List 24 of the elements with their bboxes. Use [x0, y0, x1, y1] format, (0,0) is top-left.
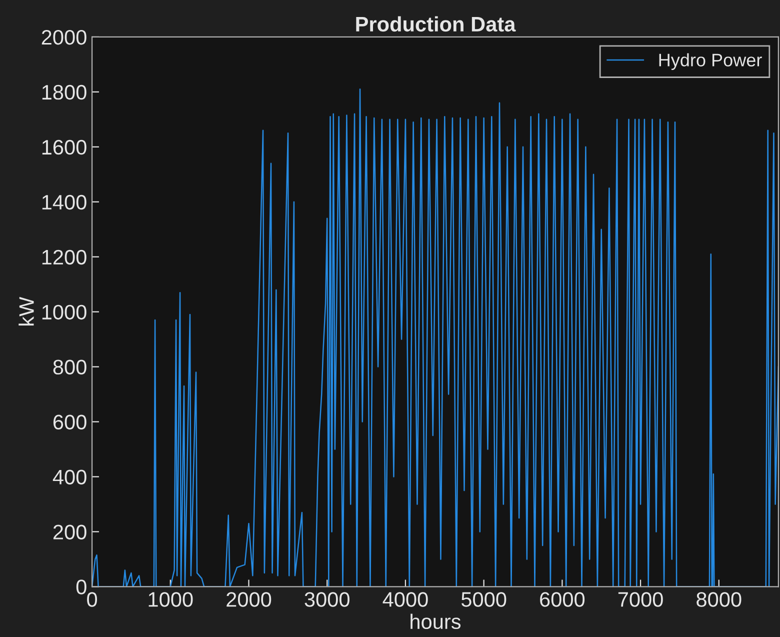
- x-tick-label: 2000: [226, 592, 272, 607]
- x-tick-label: 4000: [382, 592, 428, 607]
- y-tick-label: 800: [53, 360, 86, 375]
- x-tick-label: 0: [87, 592, 98, 607]
- x-tick-label: 8000: [696, 592, 742, 607]
- y-tick-label: 2000: [42, 30, 86, 45]
- y-tick-label: 0: [76, 580, 86, 594]
- x-tick-label: 5000: [461, 592, 506, 607]
- legend-label: Hydro Power: [659, 53, 762, 70]
- x-axis-title: hours: [410, 614, 461, 630]
- x-tick-label: 7000: [618, 592, 663, 607]
- y-tick-label: 1000: [42, 304, 86, 320]
- chart-title: Production Data: [356, 16, 516, 32]
- x-tick-label: 6000: [540, 592, 585, 607]
- x-tick-label: 1000: [148, 592, 193, 607]
- y-tick-label: 1200: [42, 250, 86, 265]
- x-tick-label: 3000: [304, 592, 350, 607]
- y-tick-label: 400: [52, 470, 86, 484]
- y-tick-label: 200: [53, 524, 86, 540]
- y-axis-title: kW: [18, 296, 34, 326]
- y-tick-label: 1400: [42, 194, 86, 210]
- y-tick-label: 1800: [42, 84, 86, 100]
- y-tick-label: 1600: [42, 140, 86, 155]
- y-tick-label: 600: [53, 414, 86, 430]
